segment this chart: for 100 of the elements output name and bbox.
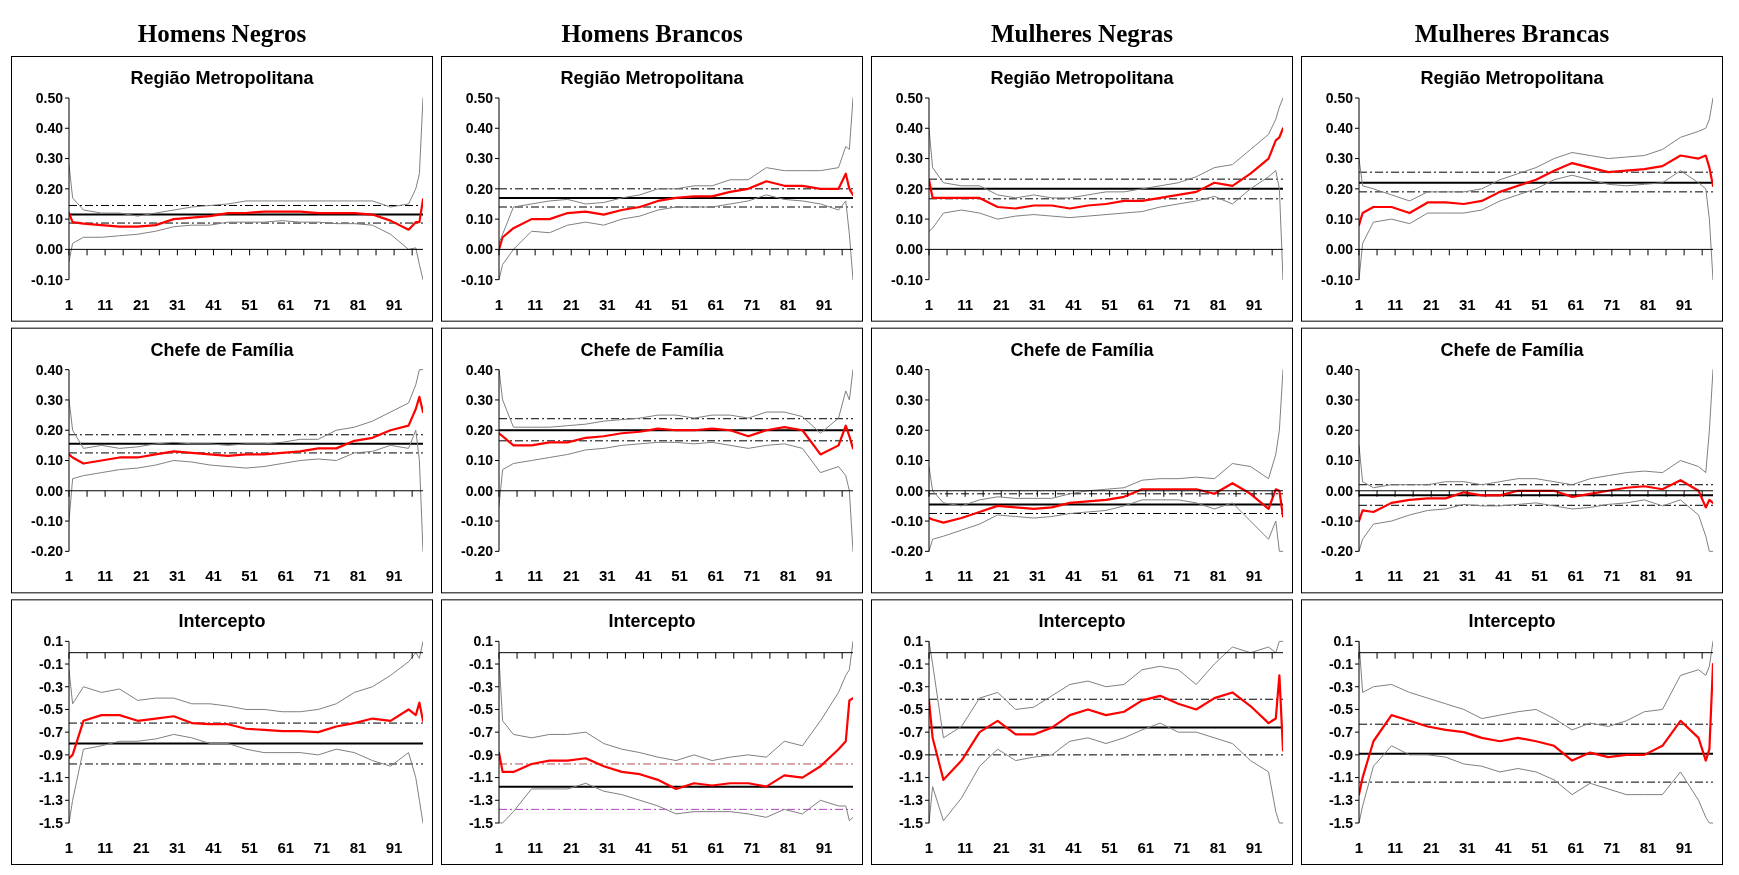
x-tick-label: 31 (169, 567, 186, 585)
x-tick-label: 81 (1209, 839, 1227, 856)
line-series (499, 97, 853, 244)
y-tick-label: -1.1 (468, 769, 494, 786)
x-tick-label: 11 (957, 295, 974, 313)
x-tick-label: 61 (277, 295, 295, 313)
x-tick-label: 11 (527, 295, 544, 313)
x-tick-label: 91 (1245, 839, 1263, 856)
line-series (69, 198, 423, 231)
x-tick-label: 31 (599, 839, 616, 856)
y-tick-label: -0.3 (38, 678, 64, 695)
x-tick-label: 81 (779, 839, 797, 856)
x-tick-label: 1 (494, 567, 504, 585)
y-tick-label: 0.40 (465, 361, 494, 378)
y-tick-label: 0.20 (35, 422, 64, 439)
y-tick-label: -0.7 (468, 724, 494, 741)
x-tick-label: 21 (562, 567, 580, 585)
y-tick-label: 0.1 (473, 633, 494, 650)
x-tick-label: 91 (1245, 295, 1263, 313)
y-tick-label: 0.1 (1333, 633, 1354, 650)
x-tick-label: 51 (671, 295, 688, 313)
y-tick-label: 0.20 (1325, 422, 1354, 439)
x-tick-label: 61 (277, 839, 295, 856)
y-tick-label: 0.20 (35, 180, 64, 197)
x-tick-label: 41 (1065, 567, 1082, 585)
x-tick-label: 91 (815, 567, 833, 585)
chart-title: Homens Negros (137, 20, 307, 47)
x-tick-label: 81 (779, 567, 797, 585)
x-tick-label: 1 (64, 295, 74, 313)
y-tick-label: 0.50 (35, 89, 64, 106)
y-tick-label: -1.1 (1328, 769, 1354, 786)
y-tick-label: 0.10 (465, 211, 494, 228)
x-tick-label: 51 (1531, 839, 1548, 856)
chart-title: Mulheres Brancas (1414, 20, 1610, 47)
x-tick-label: 1 (1354, 839, 1364, 856)
y-tick-label: -0.1 (38, 655, 64, 672)
x-tick-label: 21 (562, 295, 580, 313)
x-tick-label: 11 (97, 295, 114, 313)
y-tick-label: 0.20 (465, 180, 494, 197)
x-tick-label: 31 (1459, 839, 1476, 856)
x-tick-label: 1 (924, 567, 934, 585)
x-tick-label: 31 (599, 295, 616, 313)
x-tick-label: 31 (1029, 295, 1046, 313)
y-tick-label: 0.40 (895, 361, 924, 378)
y-tick-label: -1.3 (1328, 792, 1354, 809)
x-tick-label: 11 (957, 839, 974, 856)
y-tick-label: -0.5 (1328, 701, 1354, 718)
line-series (1359, 154, 1713, 227)
x-tick-label: 11 (1387, 839, 1404, 856)
y-tick-label: 0.00 (465, 482, 494, 499)
y-tick-label: -1.5 (38, 814, 64, 831)
x-tick-label: 31 (1459, 567, 1476, 585)
x-tick-label: 31 (1029, 567, 1046, 585)
y-tick-label: -0.1 (898, 655, 924, 672)
y-tick-label: -0.20 (1321, 543, 1354, 560)
x-tick-label: 41 (635, 567, 652, 585)
x-tick-label: 21 (992, 567, 1010, 585)
chart-title: Intercepto (608, 611, 696, 632)
x-tick-label: 81 (779, 295, 797, 313)
line-series (1359, 97, 1713, 202)
x-tick-label: 31 (599, 567, 616, 585)
x-tick-label: 41 (205, 839, 222, 856)
x-tick-label: 91 (385, 567, 403, 585)
y-tick-label: -0.7 (898, 724, 924, 741)
y-tick-label: -0.3 (1328, 678, 1354, 695)
y-tick-label: 0.20 (895, 422, 924, 439)
y-tick-label: -0.9 (468, 746, 494, 763)
chart-title: Homens Brancos (561, 20, 743, 47)
y-tick-label: 0.30 (1325, 391, 1354, 408)
x-tick-label: 41 (1065, 295, 1082, 313)
x-tick-label: 41 (1065, 839, 1082, 856)
x-tick-label: 11 (97, 567, 114, 585)
x-tick-label: 11 (97, 839, 114, 856)
x-tick-label: 91 (1675, 839, 1693, 856)
x-tick-label: 31 (1459, 295, 1476, 313)
x-tick-label: 91 (385, 839, 403, 856)
x-tick-label: 21 (132, 295, 150, 313)
y-tick-label: 0.30 (35, 150, 64, 167)
y-tick-label: -0.7 (1328, 724, 1354, 741)
y-tick-label: 0.10 (1325, 452, 1354, 469)
y-tick-label: 0.30 (35, 391, 64, 408)
x-tick-label: 21 (562, 839, 580, 856)
x-tick-label: 51 (1531, 295, 1548, 313)
x-tick-label: 41 (1495, 295, 1512, 313)
x-tick-label: 11 (957, 567, 974, 585)
y-tick-label: 0.40 (35, 120, 64, 137)
chart-subtitle: Região Metropolitana (990, 68, 1175, 88)
x-tick-label: 81 (1209, 567, 1227, 585)
y-tick-label: 0.20 (895, 180, 924, 197)
y-tick-label: 0.40 (1325, 361, 1354, 378)
y-tick-label: -1.5 (468, 814, 494, 831)
line-series (929, 722, 1283, 824)
y-tick-label: -0.10 (31, 271, 64, 288)
y-tick-label: 0.00 (895, 482, 924, 499)
y-tick-label: 0.10 (465, 452, 494, 469)
x-tick-label: 81 (1209, 295, 1227, 313)
line-series (1359, 499, 1713, 552)
x-tick-label: 61 (1137, 567, 1155, 585)
y-tick-label: 0.10 (895, 211, 924, 228)
chart-subtitle: Região Metropolitana (130, 68, 315, 88)
